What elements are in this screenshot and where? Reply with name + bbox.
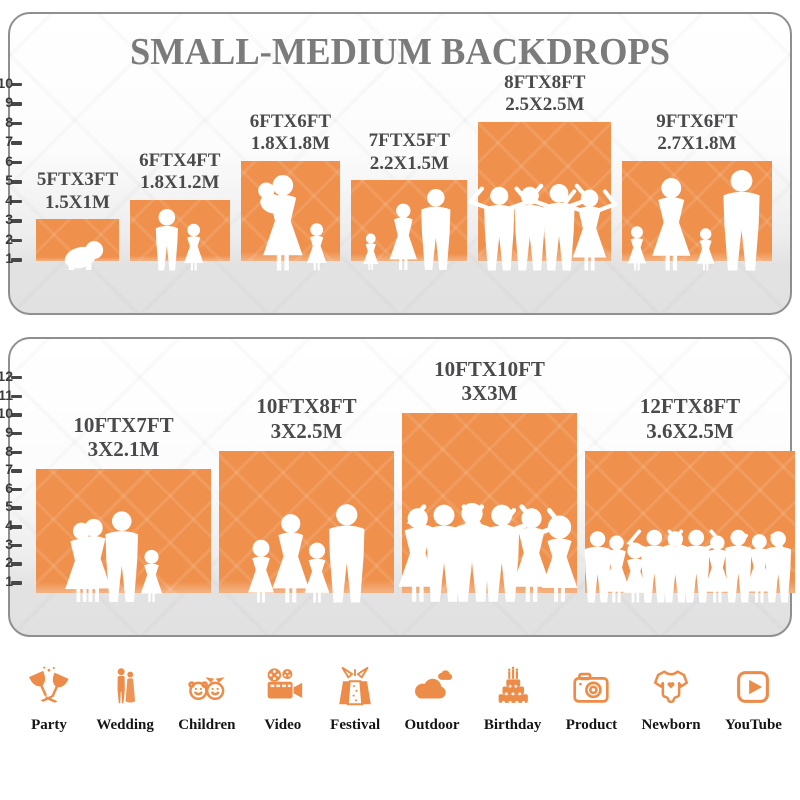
backdrop-block-9ftx6ft [622,160,772,261]
size-meters: 3X2.5M [270,418,343,443]
size-feet: 5FTX3FT [36,169,119,191]
product-icon [568,658,614,710]
backdrop-block-10ftx7ft [36,469,211,593]
size-meters: 2.5X2.5M [505,94,585,116]
backdrop-block-6ftx6ft [240,160,341,261]
size-meters: 1.5X1M [45,191,110,213]
category-party: Party [26,658,72,734]
backdrop-size-label: 8FTX8FT 2.5X2.5M [504,72,585,117]
size-feet: 10FTX10FT [434,356,545,381]
category-label: YouTube [724,717,782,733]
category-row: Party Wedding Children Video Festival Ou… [0,658,800,734]
size-meters: 1.8X1.8M [250,133,330,155]
category-product: Product [566,658,617,734]
category-youtube: YouTube [725,658,782,734]
size-meters: 2.2X1.5M [369,152,449,174]
size-feet: 12FTX8FT [639,394,741,418]
size-meters: 1.8X1.2M [140,172,220,194]
panel-small-medium-top: SMALL-MEDIUM BACKDROPS 1 2 3 4 5 6 7 8 9 10 5FTX3… [0,12,792,315]
backdrop-size-label: 10FTX8FT 3X2.5M [256,394,356,444]
size-meters: 3X3M [461,381,518,406]
category-newborn: Newborn [641,658,701,734]
backdrop-blocks-bottom: 10FTX7FT 3X2.1M 10FTX8FT 3X2.5M 10FTX10FT 3X3… [10,339,795,635]
category-label: Newborn [641,717,701,733]
category-outdoor: Outdoor [405,658,460,734]
backdrop-block-7ftx5ft [351,180,468,261]
birthday-icon [490,658,536,710]
size-feet: 10FTX7FT [73,412,174,437]
backdrop-block-10ftx10ft [402,413,577,593]
category-label: Outdoor [404,717,460,733]
wedding-icon [102,658,148,710]
category-video: Video [260,658,306,734]
category-label: Festival [330,717,381,733]
backdrop-block-5ftx3ft [36,219,119,261]
category-wedding: Wedding [96,658,154,734]
size-meters: 3X2.1M [87,437,160,462]
youtube-icon [730,658,776,710]
category-birthday: Birthday [483,658,542,734]
size-feet: 9FTX6FT [656,110,738,132]
size-meters: 2.7X1.8M [657,133,737,155]
backdrop-size-label: 10FTX7FT 3X2.1M [73,413,173,463]
video-icon [260,658,306,710]
infographic-title: SMALL-MEDIUM BACKDROPS [129,31,671,73]
backdrop-size-label: 7FTX5FT 2.2X1.5M [369,130,450,175]
size-feet: 8FTX8FT [504,71,586,93]
category-festival: Festival [330,658,380,734]
category-label: Wedding [96,717,154,733]
newborn-icon [648,658,694,710]
category-children: Children [178,658,235,734]
category-label: Product [565,717,618,733]
size-feet: 6FTX6FT [249,110,332,132]
backdrop-block-10ftx8ft [219,450,394,593]
outdoor-icon [409,658,455,710]
category-label: Party [31,717,67,733]
size-feet: 6FTX4FT [139,149,221,171]
backdrop-size-label: 10FTX10FT 3X3M [434,357,545,407]
size-feet: 7FTX5FT [368,130,450,152]
backdrop-size-label: 6FTX6FT 1.8X1.8M [250,111,331,156]
backdrop-block-8ftx8ft [478,121,612,261]
backdrop-size-label: 12FTX8FT 3.6X2.5M [640,394,740,444]
category-label: Birthday [483,717,542,733]
backdrop-block-6ftx4ft [130,199,230,261]
party-icon [26,658,72,710]
category-label: Video [264,717,302,733]
backdrop-blocks-top: 5FTX3FT 1.5X1M 6FTX4FT 1.8X1.2M 6FTX6FT 1.8X1… [10,14,790,313]
backdrop-block-12ftx8ft [585,450,795,593]
backdrop-size-label: 9FTX6FT 2.7X1.8M [656,111,737,156]
children-icon [184,658,230,710]
backdrop-size-label: 6FTX4FT 1.8X1.2M [139,150,220,195]
size-meters: 3.6X2.5M [646,418,734,443]
size-feet: 10FTX8FT [256,394,357,418]
backdrop-size-label: 5FTX3FT 1.5X1M [37,169,118,214]
festival-icon [332,658,378,710]
category-label: Children [178,717,236,733]
panel-small-medium-bottom: 1 2 3 4 5 6 7 8 9 10 11 12 10FTX7FT 3X2.1M 10FTX8FT 3X… [0,337,795,637]
